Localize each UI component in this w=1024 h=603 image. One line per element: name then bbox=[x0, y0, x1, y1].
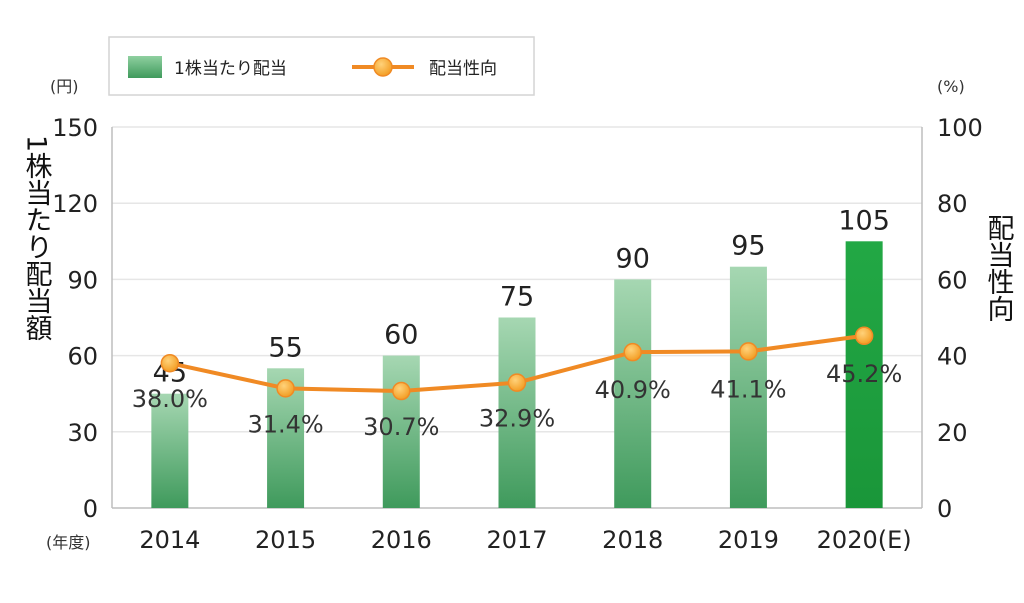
right-tick-label: 20 bbox=[937, 419, 968, 447]
bar bbox=[614, 279, 652, 508]
ratio-value-label: 30.7% bbox=[363, 413, 439, 441]
left-tick-labels: 0 30 60 90 120 150 bbox=[52, 114, 98, 523]
x-tick-label: 2019 bbox=[718, 526, 779, 554]
right-tick-label: 80 bbox=[937, 190, 968, 218]
left-tick-label: 120 bbox=[52, 190, 98, 218]
x-tick-label: 2020(E) bbox=[817, 526, 912, 554]
left-tick-label: 60 bbox=[67, 343, 98, 371]
x-tick-label: 2018 bbox=[602, 526, 663, 554]
legend-line-label: 配当性向 bbox=[429, 59, 497, 79]
bar-value-label: 75 bbox=[500, 282, 534, 313]
left-tick-label: 0 bbox=[83, 495, 98, 523]
ratio-value-label: 31.4% bbox=[247, 410, 323, 438]
right-tick-label: 60 bbox=[937, 266, 968, 294]
ratio-point bbox=[623, 342, 642, 362]
right-tick-label: 0 bbox=[937, 495, 952, 523]
right-tick-label: 40 bbox=[937, 343, 968, 371]
bar-value-label: 95 bbox=[731, 231, 765, 262]
legend-line-marker bbox=[373, 57, 393, 77]
x-unit-label: (年度) bbox=[46, 533, 91, 552]
ratio-value-label: 32.9% bbox=[479, 405, 555, 433]
left-unit-label: (円) bbox=[50, 77, 79, 96]
right-tick-labels: 0 20 40 60 80 100 bbox=[937, 114, 983, 523]
left-tick-label: 150 bbox=[52, 114, 98, 142]
ratio-value-labels: 38.0% 31.4% 30.7% 32.9% 40.9% 41.1% 45.2% bbox=[132, 360, 903, 441]
bar-value-label: 105 bbox=[838, 205, 890, 236]
right-unit-label: (%) bbox=[937, 77, 965, 96]
x-tick-label: 2016 bbox=[371, 526, 432, 554]
ratio-point bbox=[507, 373, 527, 392]
ratio-point bbox=[739, 342, 758, 361]
ratio-value-label: 38.0% bbox=[132, 385, 208, 413]
legend-box bbox=[108, 36, 535, 96]
ratio-line bbox=[160, 326, 874, 401]
bar bbox=[498, 317, 536, 508]
bar bbox=[729, 266, 767, 508]
bar bbox=[845, 241, 883, 509]
right-axis-title: 配当性向 bbox=[983, 214, 1015, 322]
x-tick-labels: 2014 2015 2016 2017 2018 2019 2020(E) bbox=[139, 526, 911, 554]
ratio-point bbox=[276, 379, 295, 398]
x-tick-label: 2014 bbox=[139, 526, 200, 554]
bar-value-label: 90 bbox=[616, 243, 650, 274]
bar-value-label: 60 bbox=[384, 320, 418, 351]
x-tick-label: 2015 bbox=[255, 526, 316, 554]
ratio-point bbox=[160, 353, 180, 373]
legend-bar-swatch bbox=[128, 56, 162, 78]
ratio-value-label: 40.9% bbox=[595, 376, 671, 404]
bar bbox=[382, 355, 420, 508]
ratio-value-label: 41.1% bbox=[710, 375, 786, 403]
left-tick-label: 30 bbox=[67, 419, 98, 447]
bar bbox=[151, 393, 189, 508]
legend-bar-label: 1株当たり配当 bbox=[174, 59, 287, 79]
right-tick-label: 100 bbox=[937, 114, 983, 142]
ratio-point bbox=[392, 381, 411, 401]
left-axis-title: 1株当たり配当額 bbox=[21, 135, 53, 341]
legend: 1株当たり配当 配当性向 bbox=[108, 36, 535, 96]
ratio-value-label: 45.2% bbox=[826, 360, 902, 388]
x-tick-label: 2017 bbox=[486, 526, 547, 554]
bar-value-label: 55 bbox=[268, 332, 302, 363]
ratio-point bbox=[854, 326, 874, 346]
left-tick-label: 90 bbox=[67, 266, 98, 294]
